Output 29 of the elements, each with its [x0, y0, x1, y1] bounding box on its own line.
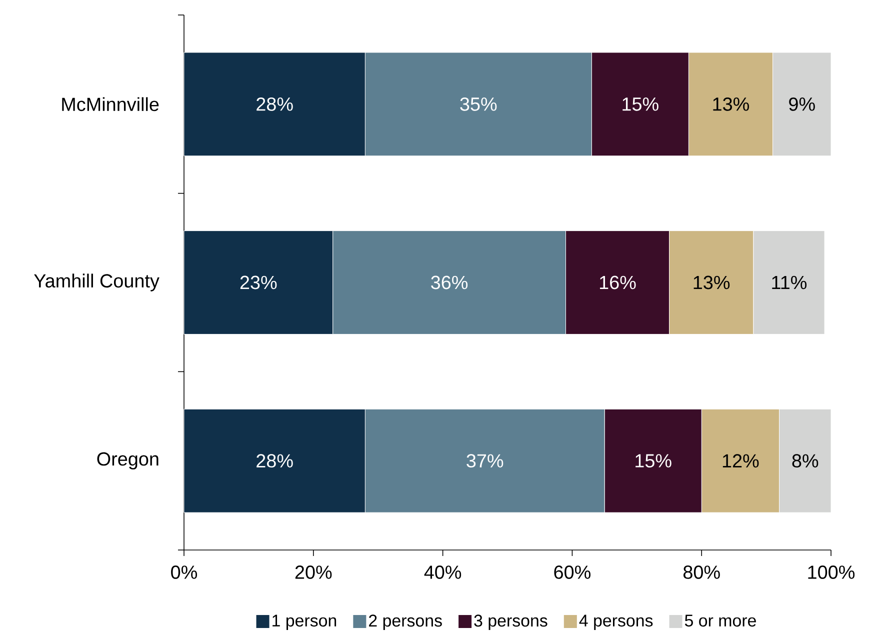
data-label: 9% — [789, 97, 815, 111]
x-tick-label: 80% — [683, 566, 720, 579]
x-tick-label: 60% — [554, 566, 590, 579]
legend-label: 5 or more — [684, 614, 756, 627]
data-label: 11% — [772, 276, 807, 290]
data-label: 28% — [256, 454, 293, 468]
data-label: 35% — [460, 97, 497, 111]
x-tick-label: 100% — [808, 566, 855, 579]
y-tick-label: McMinnville — [62, 97, 159, 112]
x-tick-label: 0% — [171, 566, 198, 579]
legend-label: 1 person — [272, 614, 336, 630]
y-tick-label: Oregon — [97, 452, 158, 470]
x-tick-label: 20% — [295, 566, 332, 579]
y-tick-label: Yamhill County — [34, 274, 160, 292]
data-label: 15% — [622, 98, 658, 111]
data-label: 13% — [713, 97, 749, 111]
data-label: 13% — [694, 276, 730, 290]
data-label: 15% — [636, 454, 672, 468]
x-tick-label: 40% — [424, 566, 462, 579]
legend-label: 4 persons — [579, 614, 653, 630]
data-label: 36% — [431, 276, 468, 290]
data-label: 16% — [600, 276, 636, 290]
legend-label: 2 persons — [369, 614, 442, 630]
data-label: 12% — [722, 454, 759, 468]
data-label: 8% — [792, 454, 818, 468]
legend-label: 3 persons — [474, 614, 548, 630]
data-label: 28% — [256, 97, 293, 111]
data-label: 37% — [466, 454, 504, 468]
data-label: 23% — [240, 276, 277, 290]
